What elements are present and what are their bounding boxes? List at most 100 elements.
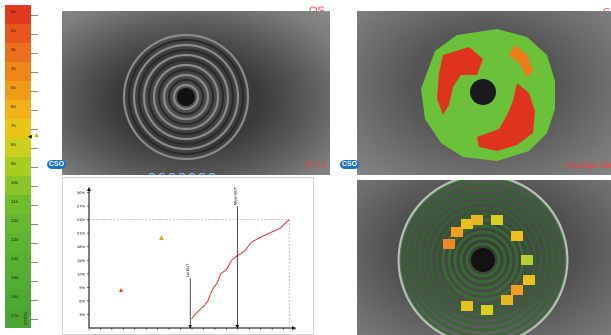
sector-patch [511,231,523,241]
sector-ring [465,242,501,278]
sector-ring [417,194,549,326]
y-tick-label: 30% [77,190,85,195]
playback-button[interactable]: ◀ [158,173,166,175]
elapsed-time: 17.5 s [304,160,326,169]
scale-tick [31,33,38,35]
scale-tick [31,280,38,282]
scale-tick [31,223,38,225]
first-but-arrow [188,325,193,328]
scale-label: 9s [11,161,16,166]
sector-ring [447,224,519,296]
placido-image-panel[interactable]: 17.5 s ◀◀◀◁||▷▶▶▶ [62,11,330,175]
mean-but-label: Mean BUT [233,186,237,205]
damage-region-upper [437,47,483,115]
sector-patch [511,285,523,295]
placido-ring [172,83,200,111]
scale-tick [31,128,38,130]
scale-tick [31,52,38,54]
sector-ring [459,236,507,284]
scale-tick [31,90,38,92]
scale-label: 4s [11,66,16,71]
breakup-graph: 30% 27% 24% 21% 18% 15% 12% 9% 6% 3% 1st BUT Mean B… [77,186,296,330]
sector-patch [471,215,483,225]
cso-logo-right: CSO [340,160,360,169]
scale-segment [5,138,31,157]
scale-label: 5s [11,9,16,14]
sector-patch [523,275,535,285]
scale-tick [31,14,38,16]
sector-patch [461,301,473,311]
scale-label: 12s [11,218,19,223]
scale-segment [5,271,31,290]
sector-patch [491,215,503,225]
damage-site-label: Damage site [567,161,611,170]
sector-patch [443,239,455,249]
placido-ring [147,58,225,136]
scale-label: 17s [11,313,19,318]
scale-segment [5,81,31,100]
playback-button[interactable]: ▷ [188,173,196,175]
y-axis-arrow [87,187,91,191]
warning-triangle-yellow [159,235,164,240]
scale-segment [5,100,31,119]
scale-tick [31,299,38,301]
scale-label: 5s [11,85,16,90]
damage-region-lower [477,83,535,151]
sector-rings [399,180,567,335]
scale-tick [31,109,38,111]
breakup-graph-panel: 30% 27% 24% 21% 18% 15% 12% 9% 6% 3% 1st BUT Mean B… [62,177,314,335]
scale-segment [5,309,31,328]
scale-segment [5,233,31,252]
y-tick-label: 12% [77,271,85,276]
playback-button[interactable]: || [178,173,186,175]
y-tick-label: 24% [77,217,85,222]
scale-segment [5,62,31,81]
placido-ring [122,33,250,161]
scale-tick [31,242,38,244]
scale-label: 6s [11,104,16,109]
scale-segment [5,5,31,24]
sector-patch [501,295,513,305]
cornea-ring [397,180,569,335]
y-tick-label: 6% [79,298,85,303]
damage-map-panel[interactable]: Damage site [357,11,611,175]
sector-patch [521,255,533,265]
x-axis-arrow [292,326,296,330]
scale-tick [31,166,38,168]
y-tick-label: 9% [79,285,85,290]
y-tick-label: 3% [79,312,85,317]
sector-map-panel[interactable] [357,180,611,335]
damage-map-overlay [415,19,555,161]
breakup-curve [191,219,290,320]
sector-ring [405,182,561,335]
playback-button[interactable]: ▶ [198,173,206,175]
scale-tick [31,261,38,263]
dot-marker: · [6,69,8,75]
damage-region-edge [509,45,533,77]
scale-label: 14s [11,256,19,261]
playback-button[interactable]: ▶▶ [208,173,216,175]
warning-marker: ▲ [33,132,40,139]
pupil [471,248,495,272]
scale-label: 15s [11,275,19,280]
scale-segment [5,195,31,214]
playback-button[interactable]: ◀◀ [148,173,156,175]
scale-tick [31,204,38,206]
scale-segment [5,24,31,43]
placido-ring [167,78,205,116]
sector-ring [453,230,513,290]
scale-tick [31,318,38,320]
scale-segment [5,252,31,271]
pupil [177,88,195,106]
sector-patch [451,227,463,237]
sector-ring [423,200,543,320]
y-tick-label: 18% [77,244,85,249]
placido-ring [127,38,245,156]
scale-segment [5,214,31,233]
playback-button[interactable]: ◁ [168,173,176,175]
first-but-label: 1st BUT [186,263,190,277]
placido-ring [152,63,220,131]
nibut-color-scale: 5s 2s 3s 4s 5s 6s 7s 8s 9s 10s 11s 12s 13s 14s 15s 16s 1… [0,0,42,335]
scale-segment [5,176,31,195]
scale-label: 7s [11,123,16,128]
